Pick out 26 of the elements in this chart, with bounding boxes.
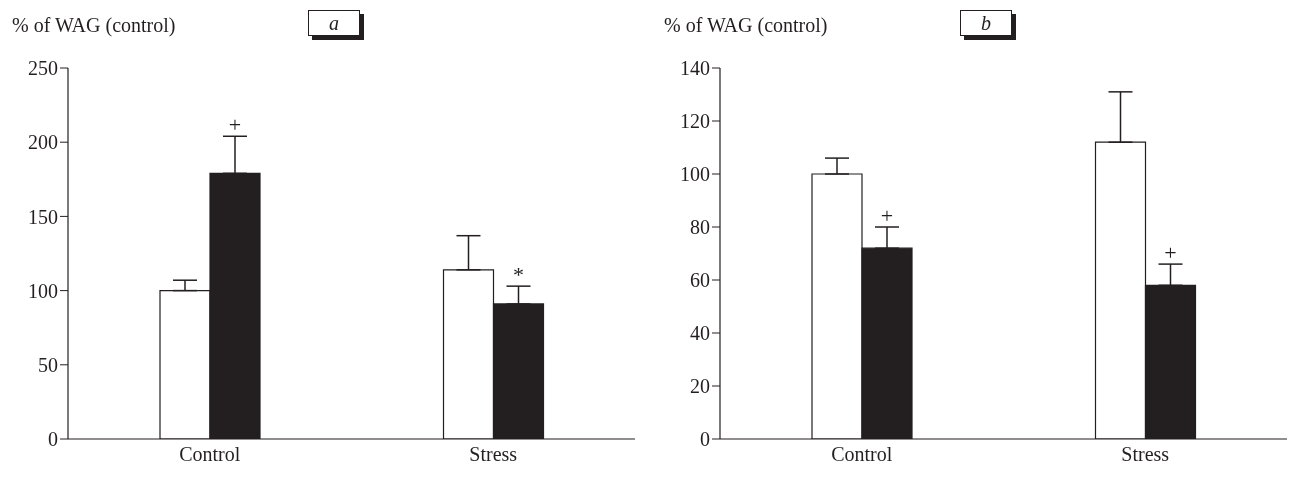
x-tick-label: Control bbox=[831, 443, 893, 466]
y-tick-label: 100 bbox=[680, 163, 710, 186]
y-tick-label: 20 bbox=[690, 375, 710, 398]
text: a bbox=[308, 10, 360, 36]
y-tick-label: 120 bbox=[680, 110, 710, 133]
y-tick-label: 40 bbox=[690, 322, 710, 345]
y-tick-label: 100 bbox=[28, 279, 58, 302]
text: b bbox=[960, 10, 1012, 36]
y-tick-label: 0 bbox=[48, 428, 58, 451]
x-tick-label: Control bbox=[179, 443, 241, 466]
y-axis-title: % of WAG (control) bbox=[12, 14, 176, 37]
annotation: + bbox=[1164, 240, 1177, 266]
y-tick-label: 140 bbox=[680, 57, 710, 80]
y-tick-label: 200 bbox=[28, 131, 58, 154]
y-tick-label: 60 bbox=[690, 269, 710, 292]
x-tick-label: Stress bbox=[1121, 443, 1170, 466]
y-tick-label: 250 bbox=[28, 57, 58, 80]
y-axis-title: % of WAG (control) bbox=[664, 14, 828, 37]
x-tick-label: Stress bbox=[469, 443, 518, 466]
y-tick-label: 50 bbox=[38, 353, 58, 376]
y-tick-label: 150 bbox=[28, 205, 58, 228]
y-tick-label: 80 bbox=[690, 216, 710, 239]
annotation: + bbox=[880, 203, 894, 228]
annotation: * bbox=[513, 262, 524, 288]
annotation: + bbox=[228, 112, 242, 138]
y-tick-label: 0 bbox=[700, 428, 710, 451]
